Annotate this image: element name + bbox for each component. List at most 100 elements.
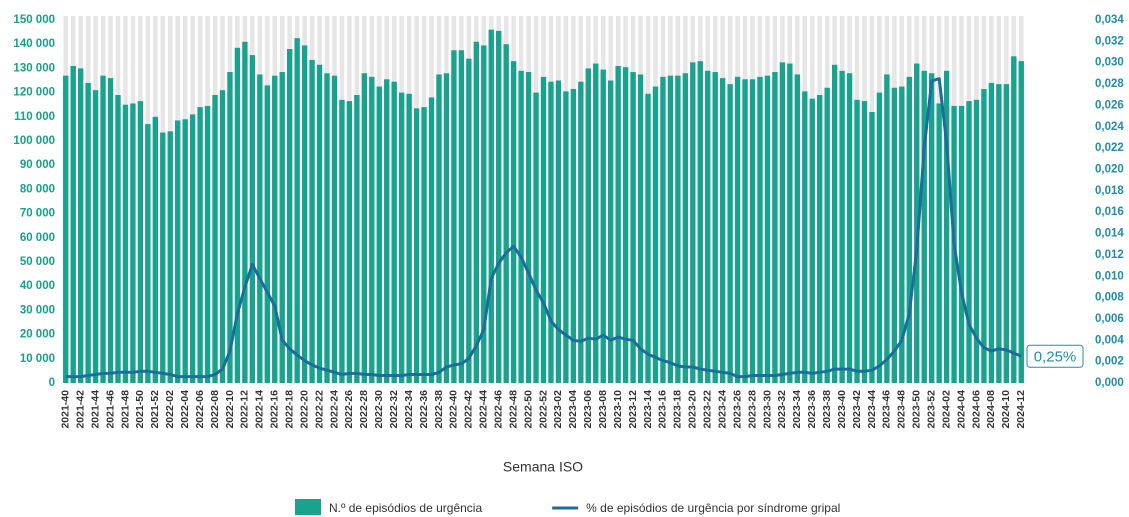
x-tick-label: 2023-32	[776, 390, 788, 429]
bar	[279, 72, 285, 383]
x-tick-label: 2022-42	[463, 390, 475, 429]
bar	[869, 111, 875, 384]
annotation-box	[1026, 344, 1084, 368]
y-tick-label: 20 000	[20, 329, 55, 341]
bar	[630, 72, 636, 383]
bar	[749, 79, 756, 383]
bar	[413, 108, 420, 383]
y-tick-label: 150 000	[13, 14, 55, 26]
bar	[697, 61, 703, 383]
bar	[585, 68, 591, 384]
y2-tick-label: 0,020	[1095, 164, 1124, 176]
bar	[1018, 61, 1024, 383]
bar	[152, 116, 159, 384]
y2-tick-label: 0,002	[1095, 356, 1124, 368]
bar	[354, 95, 360, 384]
x-tick-label: 2021-46	[104, 390, 116, 429]
bar	[316, 64, 323, 384]
bar	[593, 63, 599, 384]
bar	[219, 90, 226, 384]
bar	[884, 74, 890, 383]
bar	[533, 92, 539, 383]
x-tick-label: 2023-50	[911, 390, 923, 429]
x-tick-label: 2021-44	[89, 390, 101, 429]
bar	[906, 76, 912, 384]
y2-tick-label: 0,006	[1095, 313, 1124, 325]
legend-label: % de episódios de urgência por síndrome …	[586, 501, 840, 515]
bar	[197, 107, 203, 384]
x-tick-label: 2023-34	[791, 390, 803, 429]
x-tick-label: 2023-28	[746, 390, 758, 429]
x-tick-label: 2022-50	[522, 390, 534, 429]
bar	[861, 101, 868, 383]
y-tick-label: 50 000	[20, 256, 55, 268]
x-tick-label: 2022-14	[254, 390, 266, 429]
line	[65, 77, 1022, 379]
bar	[764, 75, 771, 383]
bar	[115, 95, 121, 384]
bar	[831, 64, 838, 384]
y2-tick-label: 0,028	[1095, 78, 1124, 90]
y-tick-label: 10 000	[20, 353, 55, 365]
y-tick-label: 110 000	[14, 111, 55, 123]
bar	[712, 72, 718, 383]
x-tick-label: 2023-30	[761, 390, 773, 429]
bar	[988, 82, 995, 384]
x-tick-label: 2023-46	[881, 390, 893, 429]
bar	[443, 73, 450, 384]
y-tick-label: 60 000	[20, 232, 55, 244]
bar	[167, 131, 173, 383]
bar	[510, 61, 517, 383]
x-tick-label: 2023-06	[582, 390, 594, 429]
bar	[779, 62, 786, 383]
y2-tick-label: 0,018	[1095, 185, 1124, 197]
x-tick-label: 2024-12	[1015, 390, 1027, 429]
x-tick-label: 2023-16	[657, 390, 669, 429]
x-tick-label: 2023-08	[597, 390, 609, 429]
x-tick-label: 2022-52	[537, 390, 549, 429]
y-tick-label: 100 000	[13, 135, 55, 147]
bar	[667, 75, 674, 383]
y2-tick-label: 0,032	[1095, 35, 1124, 47]
bar	[652, 86, 659, 384]
bar	[1003, 84, 1010, 383]
x-tick-label: 2022-20	[298, 390, 310, 429]
bar	[189, 114, 196, 383]
x-tick-label: 2022-10	[224, 390, 236, 429]
legend-label: N.º de episódios de urgência	[329, 501, 482, 515]
bar	[145, 124, 151, 383]
bar	[436, 74, 442, 383]
x-tick-label: 2022-34	[403, 390, 415, 429]
bar	[742, 79, 748, 383]
bar	[548, 81, 554, 384]
y2-tick-label: 0,008	[1095, 292, 1124, 304]
x-tick-label: 2023-44	[866, 390, 878, 429]
x-tick-label: 2023-20	[687, 390, 699, 429]
bar	[809, 98, 815, 384]
x-tick-label: 2022-24	[328, 390, 340, 429]
bar	[212, 95, 218, 384]
x-tick-label: 2023-12	[627, 390, 639, 429]
x-tick-label: 2022-28	[358, 390, 370, 429]
bar	[137, 101, 144, 383]
y2-tick-label: 0,000	[1095, 377, 1124, 389]
y-tick-label: 120 000	[13, 87, 55, 99]
x-tick-label: 2022-46	[492, 390, 504, 429]
x-tick-label: 2023-10	[612, 390, 624, 429]
bar	[286, 49, 293, 383]
bar	[488, 29, 494, 384]
bar	[540, 76, 547, 384]
bar	[272, 75, 278, 383]
bar	[615, 65, 621, 383]
bar	[503, 44, 509, 383]
x-tick-label: 2021-40	[59, 390, 71, 429]
x-tick-label: 2022-32	[388, 390, 400, 429]
bar	[772, 72, 778, 383]
x-tick-label: 2024-04	[955, 390, 967, 429]
bar	[428, 97, 435, 383]
bar	[339, 99, 345, 384]
bar	[391, 81, 397, 384]
bar	[369, 76, 375, 384]
bar	[160, 132, 166, 383]
bar	[570, 88, 577, 383]
